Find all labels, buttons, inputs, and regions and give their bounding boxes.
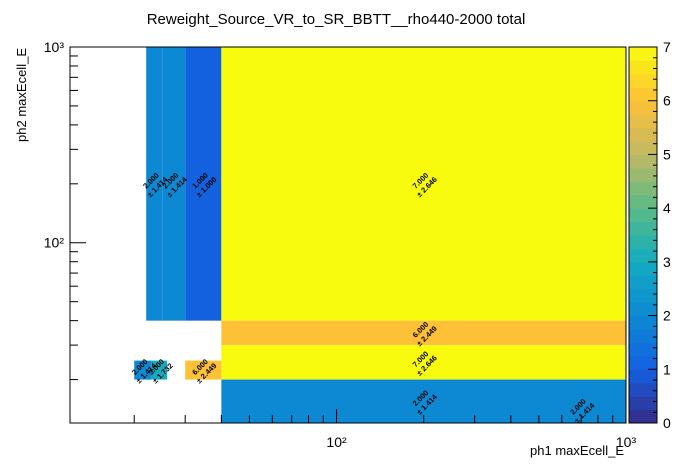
heatmap-cell <box>185 360 222 380</box>
palette-band <box>629 315 657 330</box>
palette-band <box>629 342 657 357</box>
palette-band <box>629 114 657 129</box>
heatmap-cell <box>134 360 152 380</box>
y-tick-label: 10² <box>44 235 65 251</box>
palette-band <box>629 382 657 397</box>
palette-band <box>629 181 657 196</box>
palette-band <box>629 60 657 75</box>
heatmap-cell <box>221 345 627 380</box>
palette-band <box>629 100 657 115</box>
palette-band <box>629 275 657 290</box>
y-axis: 10² 10³ <box>44 39 86 381</box>
palette-tick-label: 7 <box>663 39 671 55</box>
palette-band <box>629 194 657 209</box>
palette-band <box>629 73 657 88</box>
palette-band <box>629 167 657 182</box>
heatmap-cell <box>221 320 627 346</box>
palette-frame <box>628 46 658 424</box>
palette-band <box>629 261 657 276</box>
palette-band <box>629 154 657 169</box>
palette-tick-label: 4 <box>663 200 671 216</box>
palette-band <box>629 396 657 411</box>
palette-tick-label: 5 <box>663 146 671 162</box>
palette-band <box>629 355 657 370</box>
palette-tick-label: 2 <box>663 308 671 324</box>
color-palette: 0 1 2 3 4 5 6 7 <box>628 39 671 431</box>
heatmap-cell <box>151 360 168 380</box>
heatmap-cell <box>146 47 163 321</box>
palette-band <box>629 87 657 102</box>
palette-band <box>629 329 657 343</box>
heatmap-cell <box>221 47 627 321</box>
y-tick-label: 10³ <box>44 39 65 55</box>
plot-frame <box>69 46 627 424</box>
palette-band <box>629 141 657 155</box>
palette-band <box>629 369 657 384</box>
chart-title: Reweight_Source_VR_to_SR_BBTT__rho440-20… <box>147 11 526 28</box>
palette-band <box>629 302 657 317</box>
y-axis-label: ph2 maxEcell_E <box>14 48 29 142</box>
palette-band <box>629 47 657 61</box>
heatmap-cell <box>185 47 222 321</box>
palette-band <box>629 288 657 303</box>
x-axis-label: ph1 maxEcell_E <box>530 443 624 458</box>
palette-tick-label: 1 <box>663 361 671 377</box>
heatmap-cell <box>162 47 186 321</box>
palette-tick-label: 3 <box>663 254 671 270</box>
palette-band <box>629 235 657 249</box>
palette-band <box>629 409 657 424</box>
x-tick-label: 10² <box>326 434 347 450</box>
palette-band <box>629 221 657 236</box>
x-tick-label: 10³ <box>616 434 637 450</box>
palette-band <box>629 248 657 263</box>
palette-tick-label: 0 <box>663 415 671 431</box>
x-axis: 10² 10³ <box>133 409 637 450</box>
palette-tick-label: 6 <box>663 93 671 109</box>
palette-band <box>629 127 657 142</box>
palette-band <box>629 208 657 223</box>
